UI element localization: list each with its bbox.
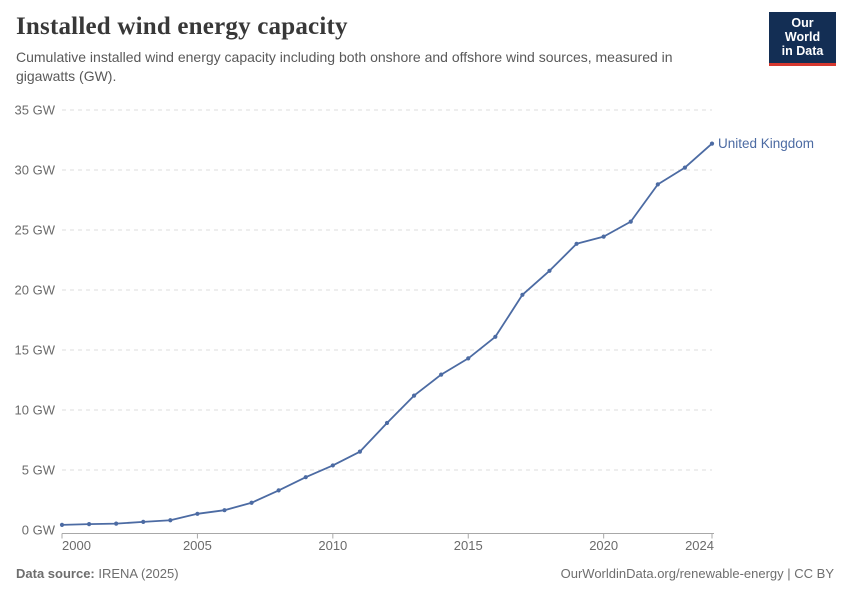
data-point[interactable] [709,141,715,146]
y-tick-label: 25 GW [15,223,56,238]
chart-footer: Data source: IRENA (2025) OurWorldinData… [0,566,850,581]
data-source: Data source: IRENA (2025) [16,566,179,581]
data-source-label: Data source: [16,566,95,581]
owid-logo-line2: in Data [781,44,824,58]
y-tick-label: 5 GW [22,463,56,478]
page-title: Installed wind energy capacity [16,13,348,40]
series-end-label[interactable]: United Kingdom [718,136,814,151]
data-point[interactable] [655,182,660,187]
data-point[interactable] [276,488,281,493]
x-tick-label: 2010 [318,538,347,553]
data-point[interactable] [303,475,308,480]
y-tick-label: 10 GW [15,403,56,418]
data-point[interactable] [493,334,498,339]
data-point[interactable] [114,521,119,526]
data-source-value: IRENA (2025) [98,566,179,581]
data-point[interactable] [466,356,471,361]
data-point[interactable] [222,508,227,513]
y-tick-label: 35 GW [15,103,56,118]
footer-link[interactable]: OurWorldinData.org/renewable-energy | CC… [560,566,834,581]
x-tick-label: 2024 [685,538,714,553]
owid-logo[interactable]: Our World in Data [769,12,836,66]
owid-logo-line1: Our World [784,16,821,44]
data-point[interactable] [86,522,92,527]
data-point[interactable] [574,241,579,246]
data-point[interactable] [195,511,200,516]
series-line[interactable] [61,142,713,526]
y-tick-label: 20 GW [15,283,56,298]
data-point[interactable] [439,372,444,377]
y-tick-label: 30 GW [15,163,56,178]
data-point[interactable] [682,165,688,170]
data-point[interactable] [59,522,65,527]
data-point[interactable] [141,519,146,524]
data-point[interactable] [357,449,363,454]
data-point[interactable] [249,500,254,505]
chart-subtitle: Cumulative installed wind energy capacit… [16,49,673,84]
chart-header: Installed wind energy capacity Cumulativ… [16,13,761,86]
x-tick-label: 2020 [589,538,618,553]
y-tick-label: 15 GW [15,343,56,358]
data-point[interactable] [628,219,633,224]
x-tick-label: 2005 [183,538,212,553]
data-point[interactable] [168,518,173,523]
data-point[interactable] [601,234,606,239]
data-point[interactable] [384,420,390,426]
y-tick-label: 0 GW [22,523,56,538]
data-point[interactable] [411,393,417,398]
x-tick-label: 2000 [62,538,91,553]
data-point[interactable] [547,268,552,273]
x-tick-label: 2015 [454,538,483,553]
data-point[interactable] [330,463,335,468]
data-point[interactable] [520,292,525,297]
